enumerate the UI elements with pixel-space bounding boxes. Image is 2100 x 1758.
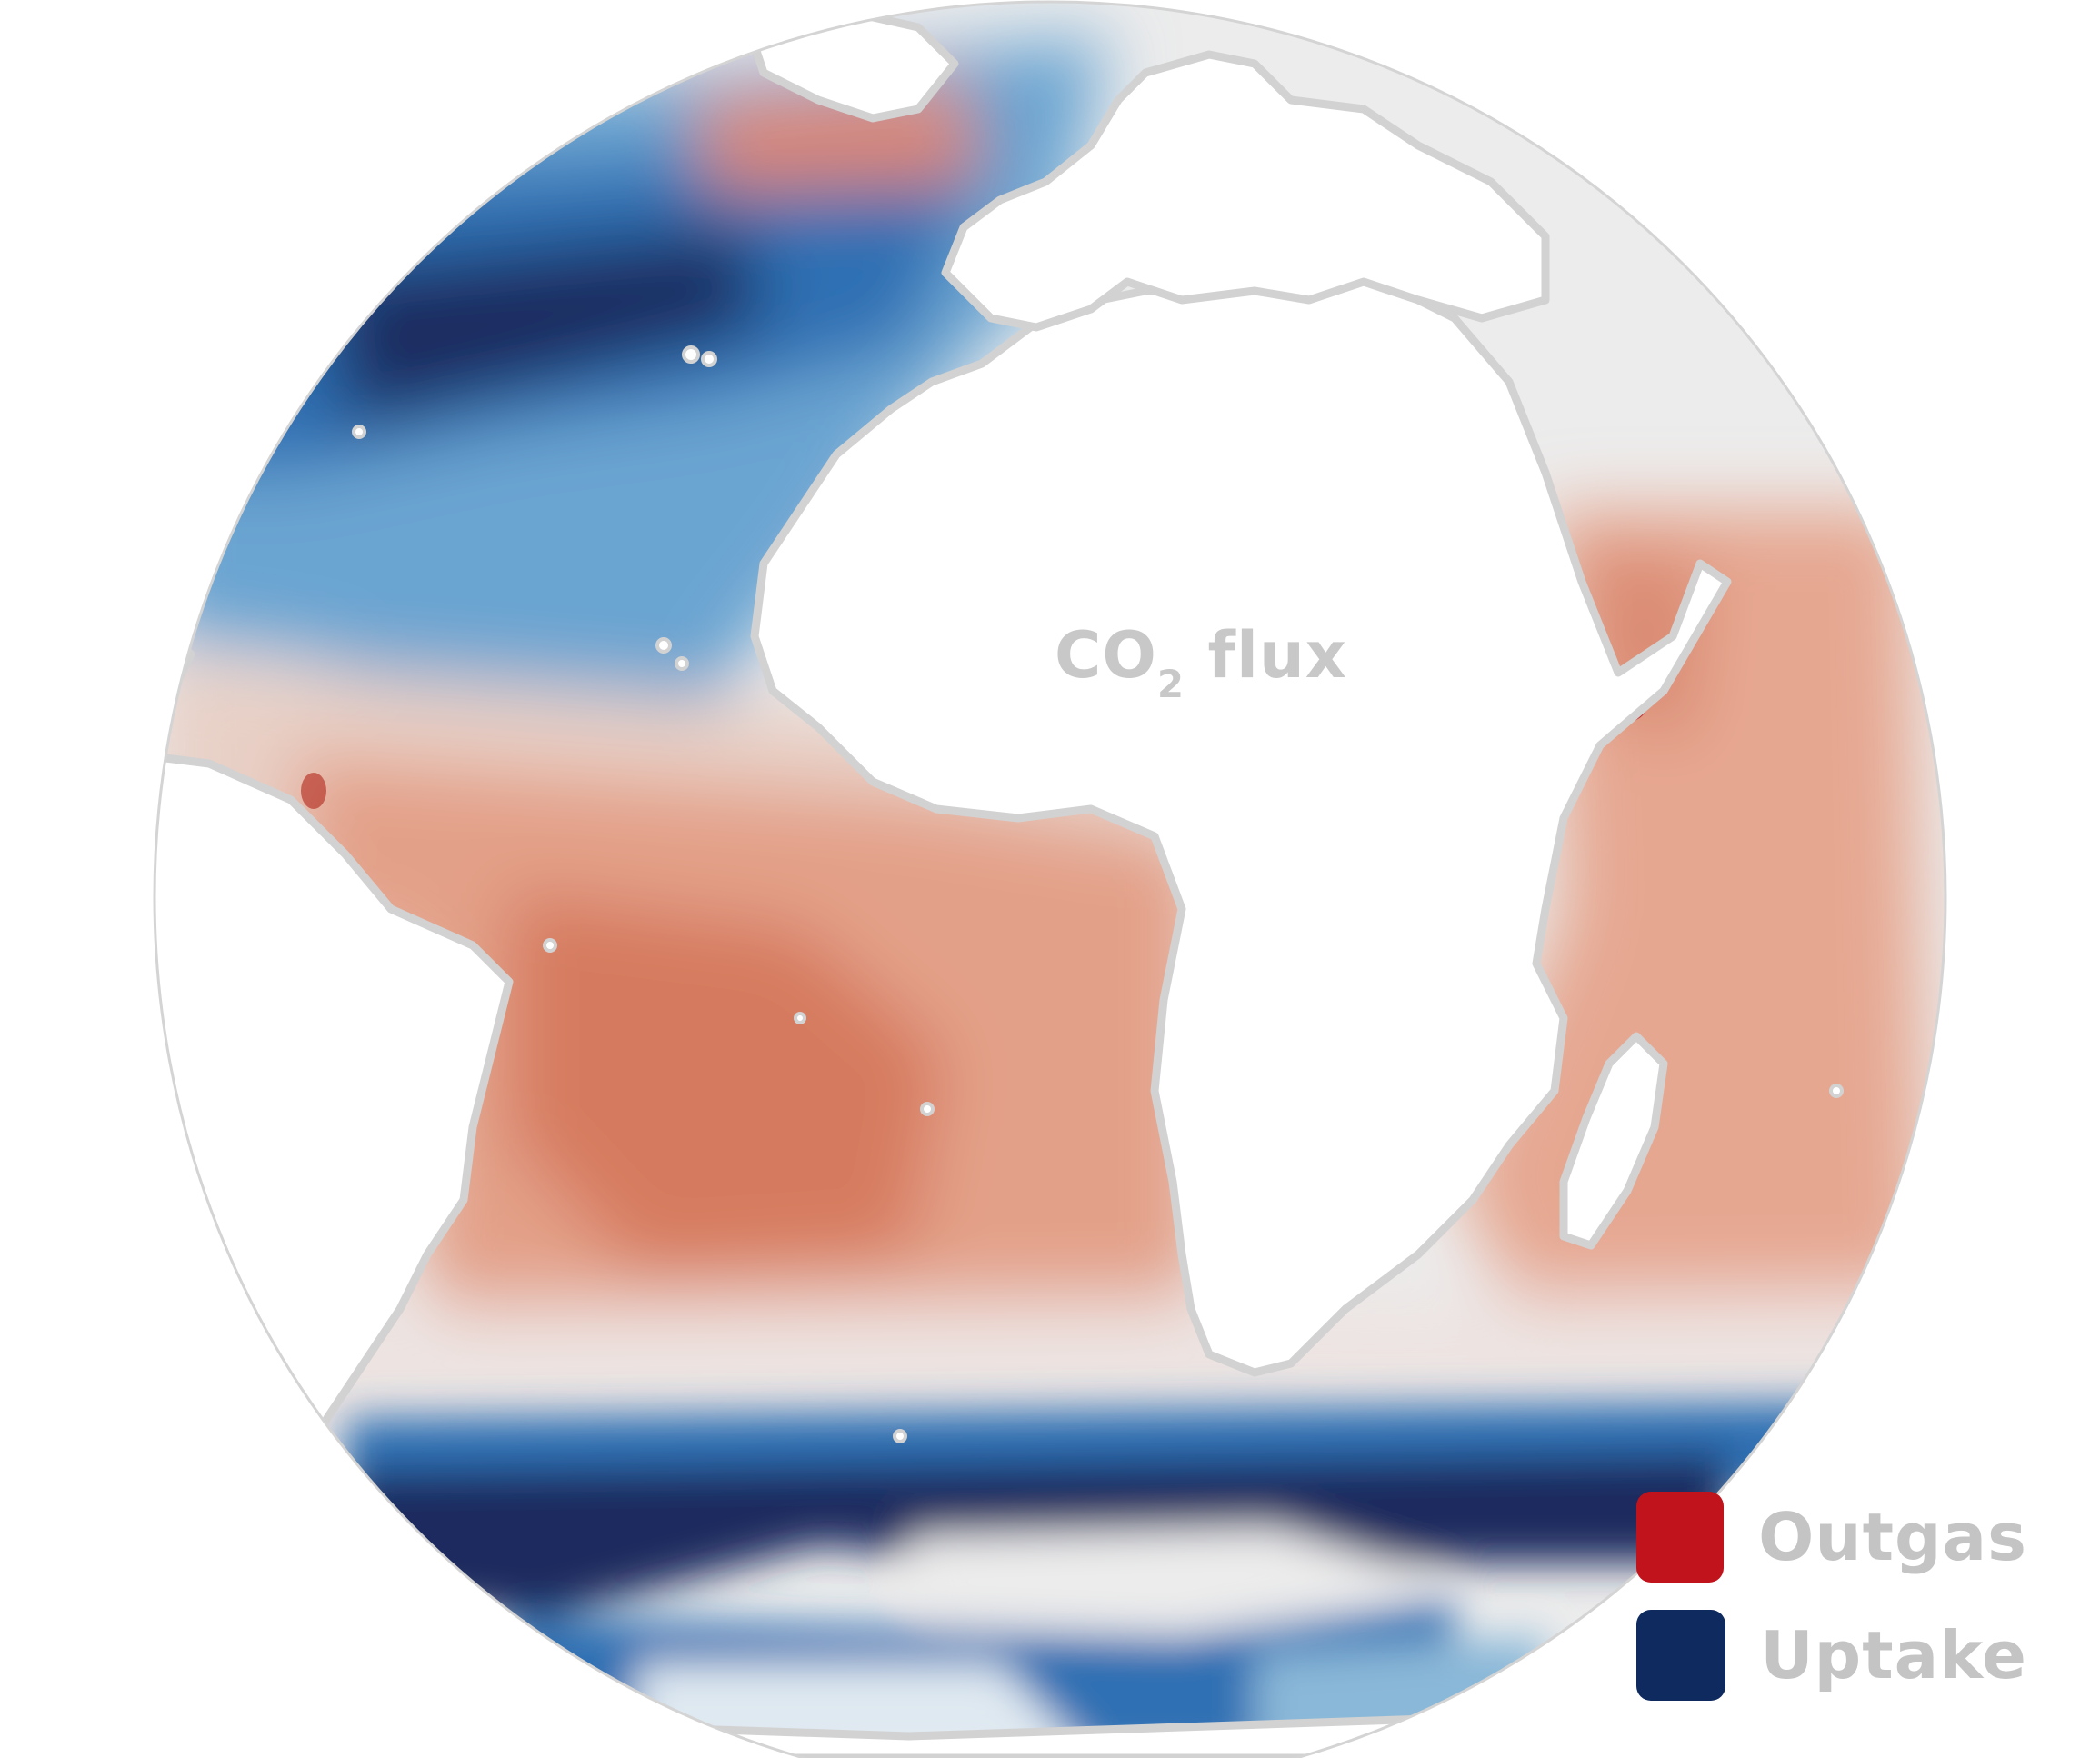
map-title: CO2 flux xyxy=(1055,618,1347,706)
uptake-swatch xyxy=(1636,1610,1726,1701)
title-suffix: flux xyxy=(1185,618,1347,693)
title-subscript: 2 xyxy=(1156,662,1185,706)
africa xyxy=(750,268,1732,1377)
title-prefix: CO xyxy=(1055,618,1157,693)
madagascar xyxy=(1559,1032,1668,1250)
uptake-label: Uptake xyxy=(1760,1617,2027,1693)
outgas-swatch xyxy=(1636,1492,1725,1583)
southern-ocean-uptake xyxy=(345,1400,1945,1758)
islands xyxy=(352,345,1844,1443)
legend-item-outgas: Outgas xyxy=(1636,1486,2027,1588)
outgas-label: Outgas xyxy=(1758,1499,2027,1575)
legend: Outgas Uptake xyxy=(1636,1486,2027,1723)
globe-outline xyxy=(153,0,1947,1758)
europe xyxy=(941,50,1550,332)
legend-item-uptake: Uptake xyxy=(1636,1604,2027,1706)
